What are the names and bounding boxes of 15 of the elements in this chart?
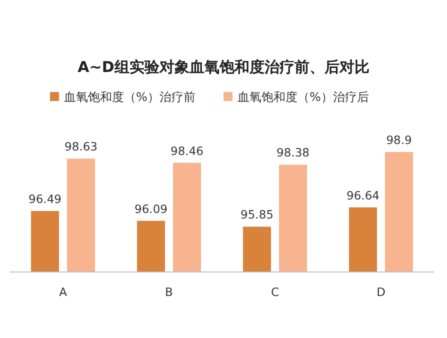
x-tick-label: A <box>59 285 68 299</box>
legend-label: 血氧饱和度（%）治疗后 <box>238 90 369 104</box>
chart-title: A~D组实验对象血氧饱和度治疗前、后对比 <box>78 58 370 76</box>
data-label: 98.38 <box>276 146 310 160</box>
data-label: 96.09 <box>134 202 168 216</box>
data-label: 96.64 <box>346 188 380 202</box>
data-label: 96.49 <box>28 192 62 206</box>
x-tick-label: C <box>270 285 280 299</box>
data-label: 98.46 <box>170 144 204 158</box>
data-label: 95.85 <box>240 208 274 222</box>
x-tick-label: B <box>165 285 174 299</box>
x-tick-label: D <box>376 285 386 299</box>
data-label: 98.9 <box>386 133 412 147</box>
legend-label: 血氧饱和度（%）治疗前 <box>64 90 196 104</box>
data-label: 98.63 <box>64 140 98 154</box>
